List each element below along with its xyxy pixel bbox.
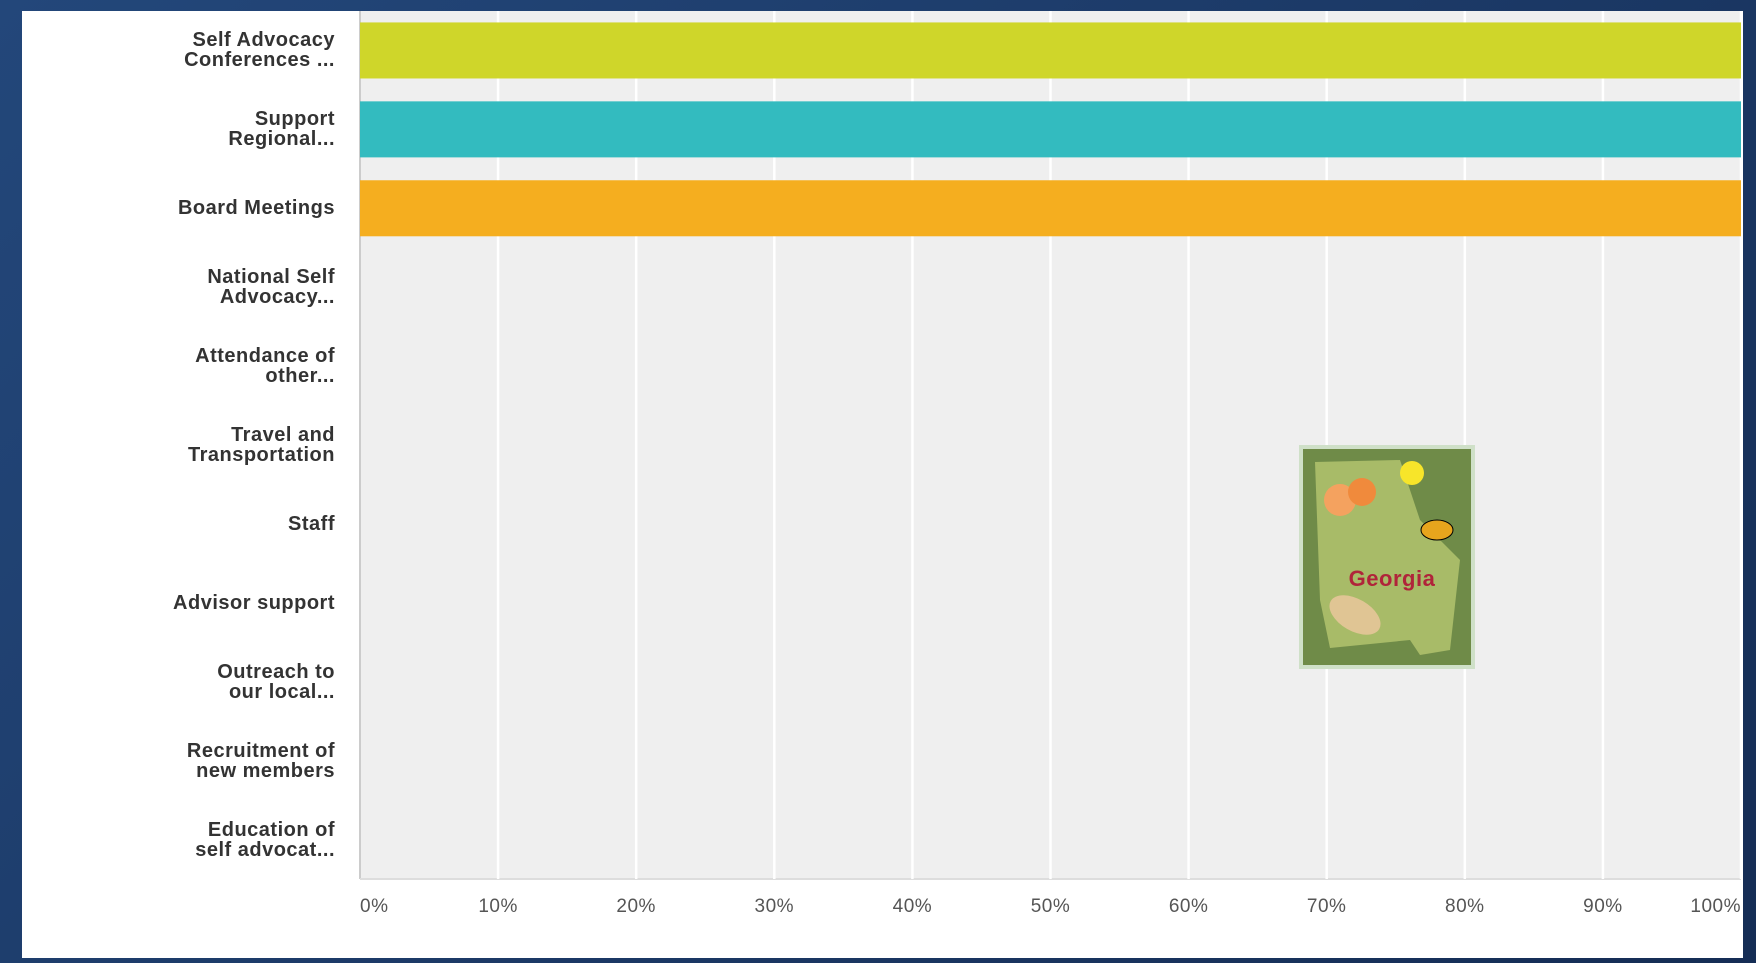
y-tick-label: Outreach to our local... bbox=[217, 660, 335, 703]
bar bbox=[360, 180, 1741, 237]
x-tick-label: 80% bbox=[1445, 896, 1485, 917]
x-tick-label: 100% bbox=[1690, 896, 1741, 917]
x-tick-label: 0% bbox=[360, 896, 388, 917]
y-tick-label: Support Regional... bbox=[228, 108, 335, 151]
x-tick-label: 20% bbox=[616, 896, 656, 917]
x-tick-label: 50% bbox=[1031, 896, 1071, 917]
x-tick-label: 90% bbox=[1583, 896, 1623, 917]
y-tick-label: National Self Advocacy... bbox=[207, 266, 335, 309]
x-tick-label: 10% bbox=[478, 896, 518, 917]
bar bbox=[360, 22, 1741, 79]
bee bbox=[1420, 519, 1454, 541]
peach bbox=[1348, 478, 1376, 506]
x-tick-label: 40% bbox=[893, 896, 933, 917]
sun bbox=[1400, 461, 1424, 485]
x-tick-label: 70% bbox=[1307, 896, 1347, 917]
y-tick-label: Education of self advocat... bbox=[195, 818, 335, 861]
y-tick-label: Advisor support bbox=[173, 591, 335, 614]
y-tick-label: Travel and Transportation bbox=[187, 424, 335, 466]
y-tick-label: Recruitment of new members bbox=[186, 739, 335, 782]
x-tick-label: 30% bbox=[755, 896, 795, 917]
inset-image: Georgia bbox=[1299, 445, 1475, 669]
y-tick-label: Board Meetings bbox=[177, 197, 335, 220]
bar bbox=[360, 101, 1741, 158]
y-tick-label: Self Advocacy Conferences ... bbox=[184, 29, 335, 72]
y-tick-label: Staff bbox=[288, 512, 335, 535]
y-tick-label: Attendance of other... bbox=[195, 345, 335, 388]
x-tick-label: 60% bbox=[1169, 896, 1209, 917]
inset-image-text: Georgia bbox=[1349, 566, 1436, 591]
peanut bbox=[1329, 595, 1381, 635]
